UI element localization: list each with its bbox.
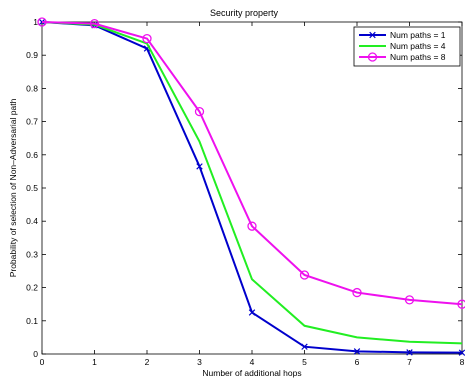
y-tick-label: 0.8: [26, 83, 38, 93]
data-point-stroke-b: [458, 349, 465, 356]
data-point: [353, 348, 361, 355]
data-point: [458, 349, 465, 356]
data-point: [406, 349, 413, 356]
data-point: [248, 309, 256, 316]
y-tick-label: 0.4: [26, 216, 38, 226]
x-tick-label: 5: [302, 357, 307, 367]
legend-marker: [369, 31, 376, 39]
y-tick-label: 0.2: [26, 283, 38, 293]
legend-entry: Num paths = 8: [359, 52, 446, 62]
x-tick-label: 6: [355, 357, 360, 367]
data-point: [196, 163, 203, 170]
x-axis-label: Number of additional hops: [202, 368, 301, 378]
series-3: [37, 17, 465, 309]
data-point: [37, 17, 47, 27]
x-tick-label: 2: [145, 357, 150, 367]
data-point: [299, 270, 310, 280]
chart-title: Security property: [210, 8, 279, 18]
data-point: [404, 295, 415, 305]
x-tick-label: 4: [250, 357, 255, 367]
x-tick-label: 8: [460, 357, 465, 367]
data-point: [247, 221, 257, 231]
y-tick-label: 0.6: [26, 150, 38, 160]
axis-ticks: 0 1 2 3 4 5 6 7 8 0 0.1 0.2 0.3 0.4 0.5 0.6 0.7 0.8 0.9 1: [26, 17, 464, 367]
legend-marker-stroke-b: [369, 31, 376, 39]
x-tick-label: 3: [197, 357, 202, 367]
legend-label: Num paths = 4: [390, 41, 446, 51]
data-point: [194, 106, 205, 117]
x-tick-label: 7: [407, 357, 412, 367]
y-tick-label: 0.1: [26, 316, 38, 326]
series-line: [41, 21, 463, 306]
legend-entry: Num paths = 1: [359, 30, 446, 40]
plot-area: [41, 21, 463, 355]
legend-entry: Num paths = 4: [359, 41, 446, 51]
legend-label: Num paths = 1: [390, 30, 446, 40]
y-tick-label: 0.9: [26, 50, 38, 60]
y-tick-label: 0.5: [26, 183, 38, 193]
y-tick-label: 0: [33, 349, 38, 359]
data-point-stroke-b: [406, 349, 413, 356]
data-point: [89, 19, 100, 29]
series-lines: [37, 17, 465, 356]
y-tick-label: 0.3: [26, 249, 38, 259]
legend-marker: [367, 52, 378, 62]
legend-label: Num paths = 8: [390, 52, 446, 62]
x-tick-label: 0: [40, 357, 45, 367]
data-point-stroke-b: [196, 163, 203, 170]
data-point: [457, 299, 465, 309]
data-point-stroke-b: [353, 348, 361, 355]
y-tick-label: 1: [33, 17, 38, 27]
x-tick-label: 1: [92, 357, 97, 367]
y-tick-label: 0.7: [26, 117, 38, 127]
data-point-stroke-b: [301, 343, 308, 350]
y-axis-label: Probability of selection of Non–Adversar…: [8, 98, 18, 277]
data-point: [142, 33, 152, 44]
data-point-stroke-b: [248, 309, 256, 316]
data-point: [301, 343, 308, 350]
data-point: [352, 287, 362, 298]
